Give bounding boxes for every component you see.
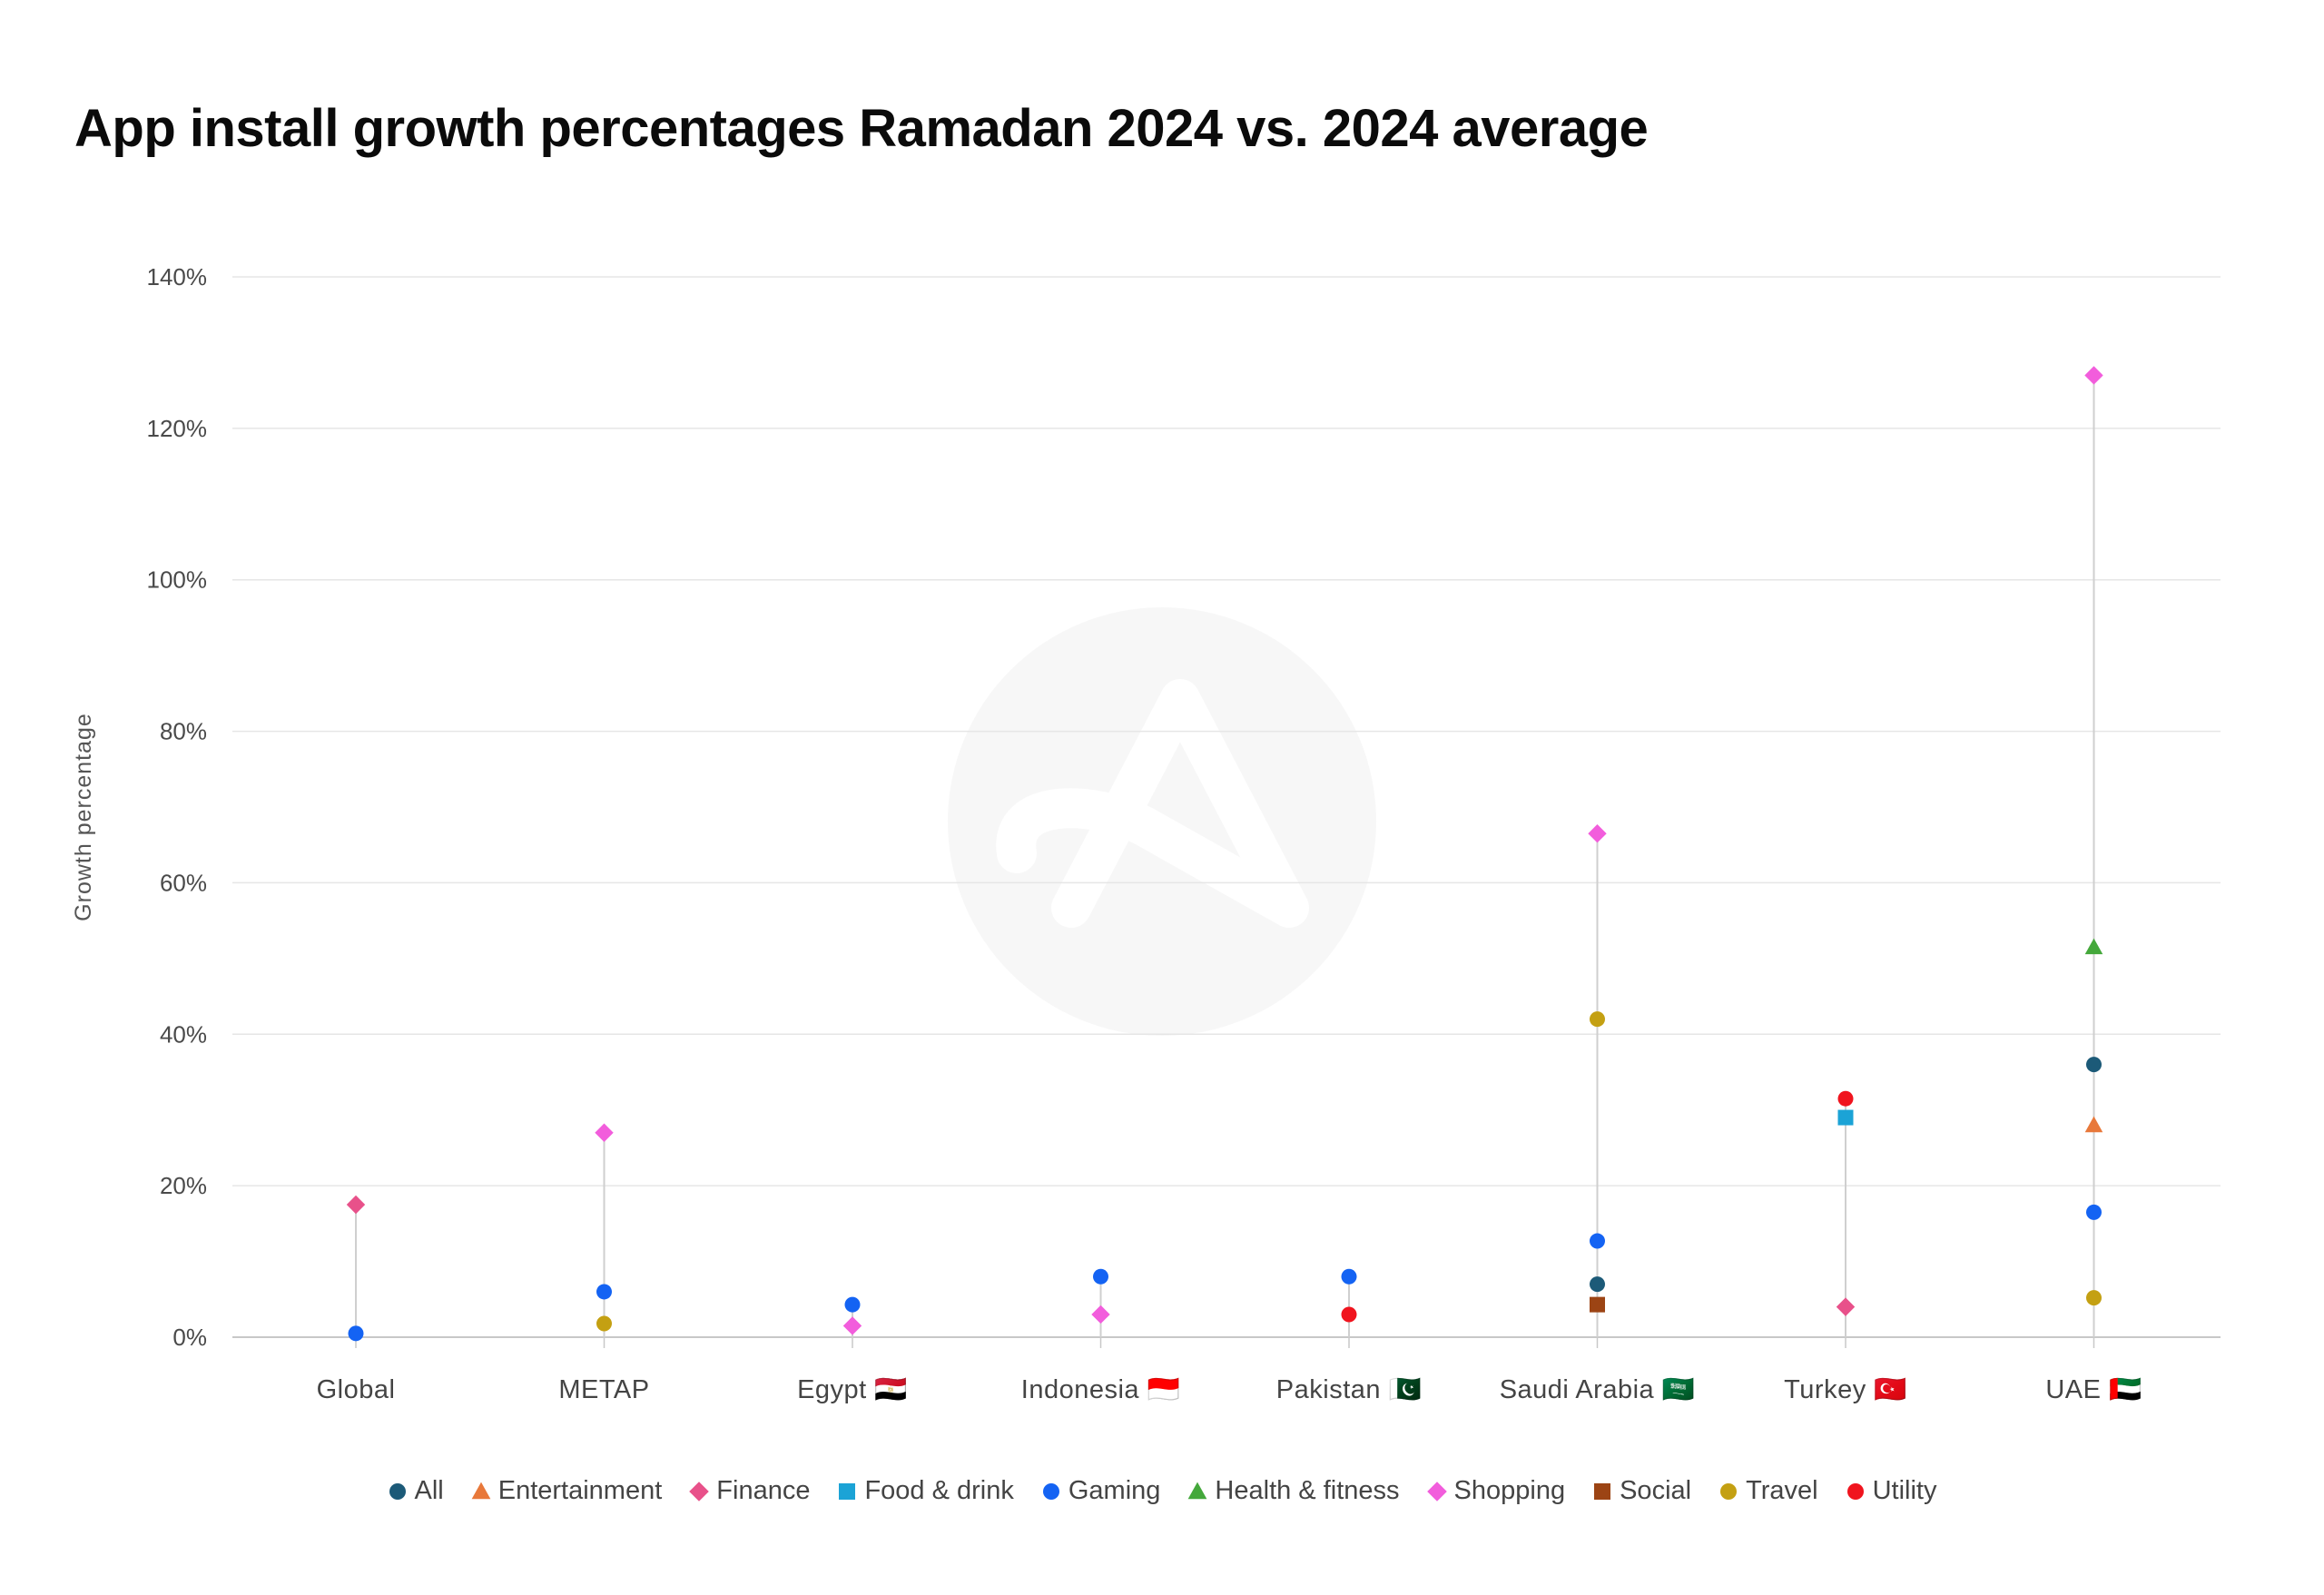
data-point-gaming bbox=[844, 1296, 861, 1313]
x-tick-label: Pakistan 🇵🇰 bbox=[1276, 1375, 1422, 1404]
legend-marker-shape bbox=[689, 1481, 710, 1501]
chart-title: App install growth percentages Ramadan 2… bbox=[74, 99, 1649, 158]
legend-label: Utility bbox=[1872, 1476, 1937, 1505]
legend-marker-icon bbox=[1720, 1482, 1738, 1500]
legend-marker-shape bbox=[1042, 1482, 1059, 1500]
legend-label: Food & drink bbox=[864, 1476, 1014, 1505]
y-tick-label: 0% bbox=[172, 1324, 207, 1351]
legend-marker-icon bbox=[1846, 1482, 1864, 1500]
legend-marker-shape bbox=[389, 1482, 406, 1500]
data-point-gaming bbox=[1093, 1268, 1108, 1285]
legend-marker-icon bbox=[689, 1481, 710, 1501]
y-tick-label: 60% bbox=[160, 869, 207, 896]
data-point-finance bbox=[346, 1195, 366, 1215]
legend-marker-shape bbox=[471, 1482, 491, 1499]
x-tick-label: Egypt 🇪🇬 bbox=[797, 1375, 908, 1404]
x-tick-label: METAP bbox=[558, 1375, 649, 1404]
x-tick-label: Turkey 🇹🇷 bbox=[1784, 1375, 1907, 1404]
data-point-finance bbox=[1836, 1297, 1856, 1316]
legend-marker-shape bbox=[1594, 1482, 1611, 1500]
legend-marker-icon bbox=[1042, 1482, 1059, 1500]
x-tick-label: Saudi Arabia 🇸🇦 bbox=[1500, 1375, 1696, 1404]
data-point-travel bbox=[1590, 1011, 1605, 1028]
data-point-health-fitness bbox=[2084, 938, 2103, 955]
legend-item-food-drink: Food & drink bbox=[837, 1476, 1014, 1506]
data-point-shopping bbox=[595, 1123, 614, 1142]
y-tick-label: 140% bbox=[147, 263, 208, 290]
data-point-gaming bbox=[1590, 1233, 1605, 1249]
legend-label: Travel bbox=[1746, 1476, 1818, 1505]
legend-marker-icon bbox=[1188, 1482, 1207, 1499]
y-axis-label: Growth percentage bbox=[71, 713, 96, 921]
legend-marker-shape bbox=[1188, 1482, 1207, 1499]
legend-label: All bbox=[414, 1476, 444, 1505]
legend-marker-shape bbox=[1846, 1482, 1864, 1500]
data-point-shopping bbox=[842, 1316, 862, 1335]
y-tick-label: 100% bbox=[147, 566, 208, 594]
legend-marker-icon bbox=[839, 1482, 856, 1500]
legend-label: Finance bbox=[716, 1476, 811, 1505]
legend-item-all: All bbox=[388, 1476, 444, 1506]
legend-label: Entertainment bbox=[497, 1476, 663, 1505]
data-point-gaming bbox=[2086, 1204, 2102, 1220]
legend-item-gaming: Gaming bbox=[1041, 1476, 1161, 1506]
data-point-gaming bbox=[348, 1325, 364, 1342]
y-tick-label: 80% bbox=[160, 718, 207, 745]
legend-label: Social bbox=[1620, 1476, 1692, 1505]
legend-marker-shape bbox=[1720, 1482, 1738, 1500]
data-point-gaming bbox=[596, 1284, 612, 1300]
legend-marker-shape bbox=[1426, 1481, 1447, 1501]
legend-item-entertainment: Entertainment bbox=[471, 1476, 663, 1506]
legend-item-utility: Utility bbox=[1846, 1476, 1937, 1506]
data-point-all bbox=[2086, 1057, 2102, 1073]
data-point-shopping bbox=[2084, 366, 2103, 385]
data-point-travel bbox=[596, 1315, 612, 1332]
watermark-logo-icon bbox=[948, 607, 1376, 1036]
legend-item-travel: Travel bbox=[1718, 1476, 1818, 1506]
legend-marker-icon bbox=[1594, 1482, 1611, 1500]
legend-item-finance: Finance bbox=[689, 1476, 810, 1506]
x-tick-label: Indonesia 🇮🇩 bbox=[1021, 1375, 1180, 1404]
data-point-gaming bbox=[1341, 1268, 1357, 1285]
legend-item-health-fitness: Health & fitness bbox=[1187, 1476, 1400, 1506]
y-tick-label: 120% bbox=[147, 415, 208, 442]
data-point-entertainment bbox=[2084, 1116, 2103, 1133]
data-point-utility bbox=[1341, 1306, 1357, 1323]
data-point-all bbox=[1590, 1276, 1605, 1293]
legend-marker-icon bbox=[389, 1482, 406, 1500]
legend-label: Shopping bbox=[1453, 1476, 1566, 1505]
y-tick-label: 20% bbox=[160, 1172, 207, 1199]
x-tick-label: Global bbox=[317, 1375, 396, 1404]
legend-item-social: Social bbox=[1592, 1476, 1691, 1506]
data-point-social bbox=[1590, 1296, 1605, 1313]
legend-label: Gaming bbox=[1068, 1476, 1161, 1505]
data-point-travel bbox=[2086, 1290, 2102, 1306]
legend-marker-icon bbox=[471, 1482, 491, 1499]
y-tick-label: 40% bbox=[160, 1020, 207, 1048]
legend-marker-icon bbox=[1426, 1481, 1447, 1501]
data-point-shopping bbox=[1091, 1305, 1110, 1324]
x-tick-label: UAE 🇦🇪 bbox=[2045, 1375, 2142, 1404]
legend-marker-shape bbox=[839, 1482, 856, 1500]
legend: All Entertainment Finance Food & drink Gamin… bbox=[0, 1476, 2324, 1506]
legend-item-shopping: Shopping bbox=[1426, 1476, 1566, 1506]
legend-label: Health & fitness bbox=[1215, 1476, 1400, 1505]
data-point-food-drink bbox=[1837, 1109, 1854, 1126]
data-point-shopping bbox=[1588, 824, 1607, 843]
data-point-utility bbox=[1837, 1090, 1854, 1107]
